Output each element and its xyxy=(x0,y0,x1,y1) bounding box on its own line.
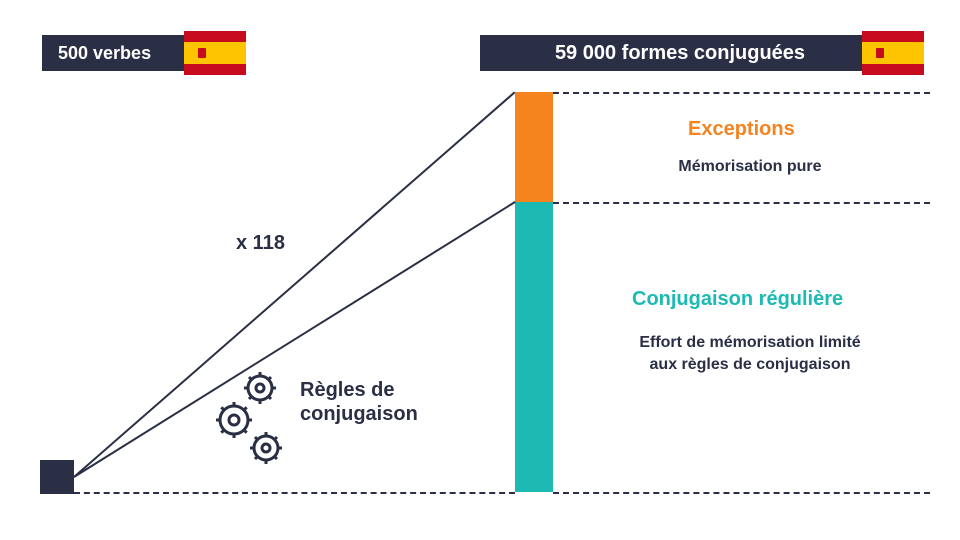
rules-label-line1: Règles de xyxy=(300,379,394,401)
dashed-bottom-left xyxy=(74,492,515,494)
exceptions-sub: Mémorisation pure xyxy=(560,158,940,176)
bar-exceptions xyxy=(515,92,553,202)
multiplier-label: x 118 xyxy=(236,232,285,255)
regular-sub-line2: aux règles de conjugaison xyxy=(650,356,851,373)
exceptions-title: Exceptions xyxy=(688,118,795,141)
right-header-box: 59 000 formes conjuguées xyxy=(480,35,880,71)
regular-title: Conjugaison régulière xyxy=(632,288,843,311)
left-header-box: 500 verbes xyxy=(42,35,202,71)
dashed-mid xyxy=(553,202,930,204)
dashed-top xyxy=(553,92,930,94)
flag-spain-right xyxy=(862,31,924,75)
flag-spain-left xyxy=(184,31,246,75)
origin-block xyxy=(40,460,74,494)
dashed-bottom-right xyxy=(553,492,930,494)
regular-sub: Effort de mémorisation limité aux règles… xyxy=(560,332,940,377)
bar-regular xyxy=(515,202,553,492)
right-header-text: 59 000 formes conjuguées xyxy=(555,42,805,65)
gears-icon xyxy=(212,370,302,475)
rules-label-line2: conjugaison xyxy=(300,403,418,425)
left-header-text: 500 verbes xyxy=(58,43,151,64)
rules-label: Règles de conjugaison xyxy=(300,378,418,426)
regular-sub-line1: Effort de mémorisation limité xyxy=(639,334,860,351)
